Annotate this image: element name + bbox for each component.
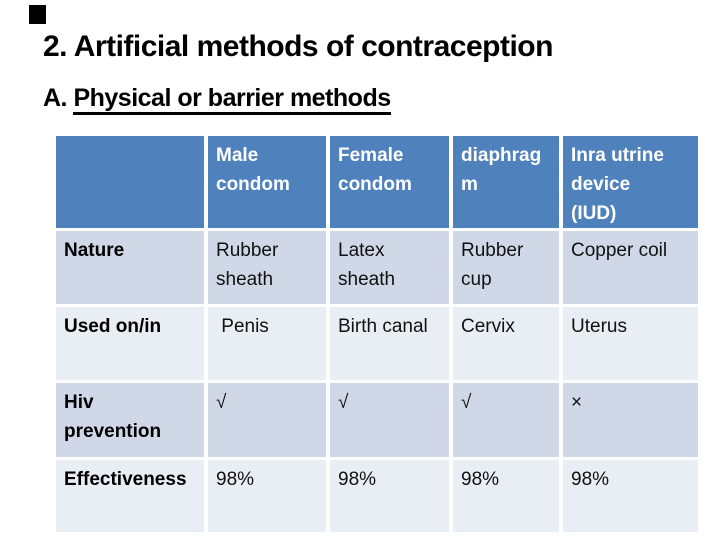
table-cell: 98% [330, 460, 449, 532]
table-cell: 98% [453, 460, 559, 532]
corner-mark [29, 5, 46, 24]
row-label-effectiveness: Effectiveness [56, 460, 204, 532]
table-cell: 98% [208, 460, 326, 532]
table-cell: √ [453, 383, 559, 457]
col-header-female-condom: Female condom [330, 136, 449, 228]
row-label-nature: Nature [56, 231, 204, 304]
contraception-methods-table: Male condom Female condom diaphrag m Inr… [56, 136, 698, 532]
slide-subtitle: A. Physical or barrier methods [43, 84, 391, 115]
table-cell: Birth canal [330, 307, 449, 380]
table-cell: 98% [563, 460, 698, 532]
table-cell: Uterus [563, 307, 698, 380]
col-header-iud: Inra utrine device (IUD) [563, 136, 698, 228]
table-cell: Penis [208, 307, 326, 380]
table-cell: √ [208, 383, 326, 457]
col-header-empty [56, 136, 204, 228]
col-header-diaphragm: diaphrag m [453, 136, 559, 228]
table-cell: × [563, 383, 698, 457]
subtitle-underlined-text: Physical or barrier methods [73, 84, 391, 115]
table-cell: Rubber cup [453, 231, 559, 304]
col-header-male-condom: Male condom [208, 136, 326, 228]
table-cell: √ [330, 383, 449, 457]
table-cell: Latex sheath [330, 231, 449, 304]
row-label-used-on-in: Used on/in [56, 307, 204, 380]
subtitle-prefix: A. [43, 84, 74, 112]
table-cell: Cervix [453, 307, 559, 380]
slide-title: 2. Artificial methods of contraception [43, 30, 553, 63]
table-cell: Rubber sheath [208, 231, 326, 304]
table-cell: Copper coil [563, 231, 698, 304]
row-label-hiv-prevention: Hiv prevention [56, 383, 204, 457]
